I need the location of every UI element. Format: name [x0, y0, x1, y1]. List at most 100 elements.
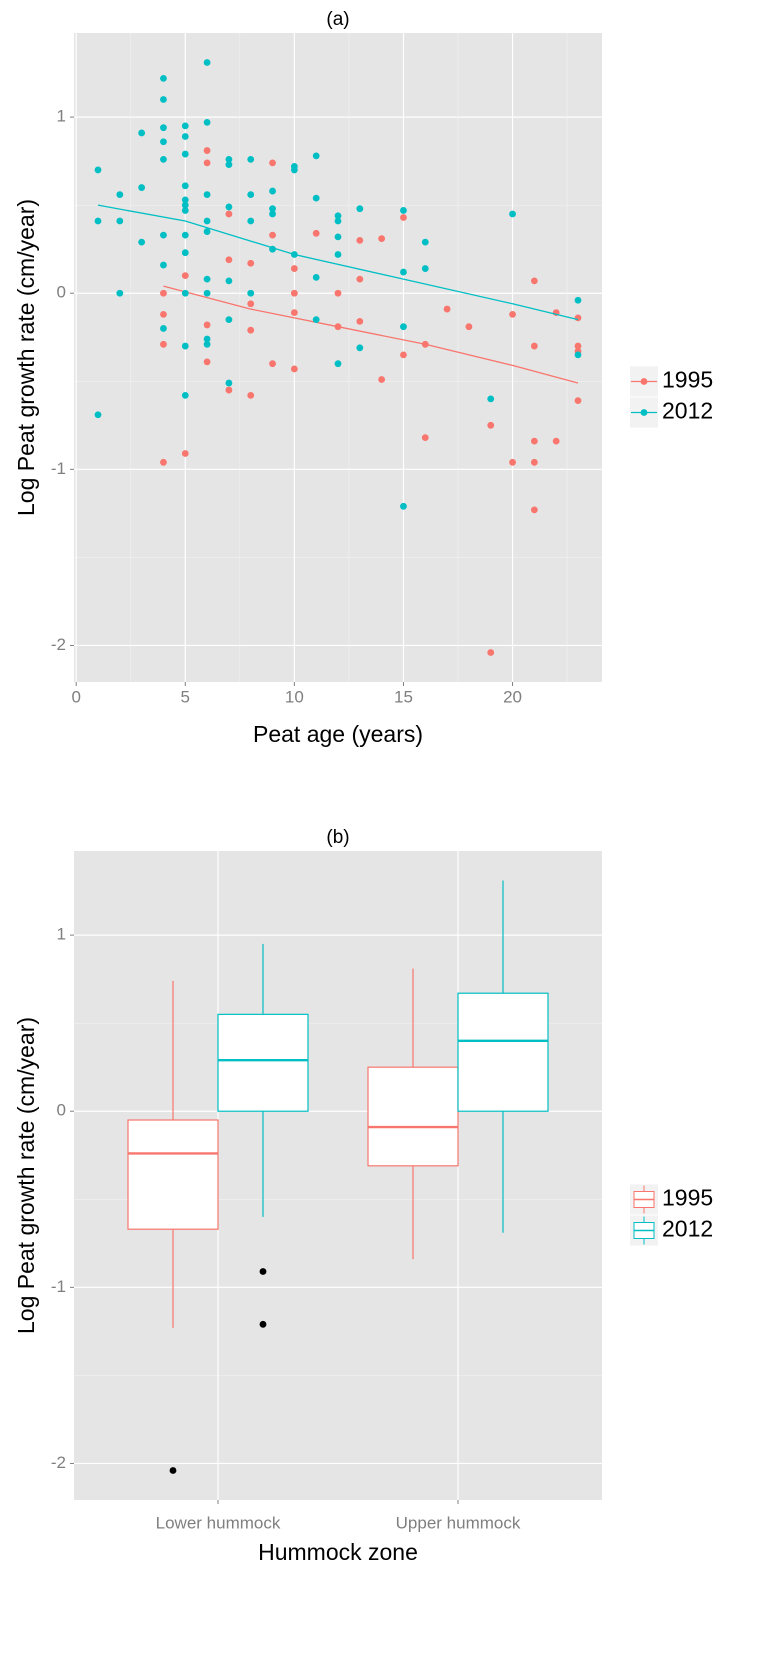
point [509, 210, 516, 218]
point [530, 437, 538, 445]
y-tick-label: 1 [57, 107, 66, 126]
x-tick-label: 20 [503, 687, 522, 706]
point [160, 310, 167, 318]
point [203, 321, 211, 329]
point [181, 272, 189, 280]
outlier [259, 1320, 267, 1328]
point [116, 217, 124, 225]
point [203, 59, 211, 66]
point [334, 289, 342, 297]
point [465, 323, 473, 331]
point [160, 289, 167, 297]
point [421, 434, 429, 442]
point [160, 96, 167, 103]
point [225, 277, 233, 285]
point [181, 182, 189, 190]
point [160, 74, 167, 82]
point [160, 231, 167, 239]
point [312, 316, 320, 324]
point [290, 166, 298, 174]
x-tick-label: Upper hummock [396, 1513, 521, 1532]
point [312, 152, 320, 160]
point [269, 205, 276, 213]
outlier [259, 1268, 267, 1275]
point [203, 275, 211, 283]
point [443, 305, 451, 313]
point [181, 231, 189, 239]
point [160, 261, 167, 269]
chart-title: (a) [326, 9, 349, 30]
point [160, 124, 167, 132]
point [530, 342, 538, 350]
x-tick-label: 5 [181, 687, 190, 706]
point [225, 155, 233, 163]
y-tick-label: 0 [57, 1101, 66, 1120]
point [356, 275, 364, 283]
point [574, 397, 582, 405]
point [203, 118, 211, 126]
point [160, 325, 167, 332]
point [203, 147, 211, 154]
point [94, 166, 102, 174]
point [181, 289, 189, 297]
legend-label: 2012 [662, 1216, 713, 1242]
point [225, 379, 233, 387]
point [290, 265, 298, 272]
point [269, 210, 276, 218]
point [312, 229, 320, 237]
point [530, 506, 538, 514]
point [247, 326, 255, 334]
point [181, 196, 189, 204]
x-tick-label: Lower hummock [156, 1513, 281, 1532]
box [367, 1066, 459, 1167]
point [203, 335, 211, 343]
legend-point [640, 378, 648, 385]
box [127, 1119, 219, 1230]
point [94, 411, 102, 419]
trend-line [163, 285, 579, 384]
point [181, 201, 189, 209]
point [203, 191, 211, 198]
point [334, 360, 342, 368]
point [181, 450, 189, 457]
point [247, 155, 255, 163]
point [225, 386, 233, 394]
point [269, 159, 276, 167]
box [217, 1013, 309, 1112]
point [181, 133, 189, 140]
point [356, 205, 364, 213]
point [160, 340, 167, 348]
point [225, 203, 233, 211]
point [487, 649, 495, 656]
chart-title: (b) [326, 827, 349, 848]
point [290, 309, 298, 316]
point [530, 458, 538, 466]
point [160, 155, 167, 163]
point [160, 138, 167, 146]
point [247, 391, 255, 399]
point [269, 360, 276, 368]
point [247, 191, 255, 198]
point [269, 231, 276, 239]
point [247, 289, 255, 297]
point [334, 212, 342, 220]
point [487, 421, 495, 429]
point [181, 391, 189, 399]
point [400, 351, 407, 359]
point [312, 273, 320, 281]
point [225, 161, 233, 169]
point [421, 238, 429, 246]
point [356, 317, 364, 325]
point [574, 314, 582, 322]
y-tick-label: 1 [57, 925, 66, 944]
point [334, 233, 342, 241]
y-tick-label: -1 [51, 1277, 66, 1296]
legend-point [640, 409, 648, 416]
point [181, 342, 189, 350]
point [94, 217, 102, 225]
point [312, 194, 320, 202]
point [290, 365, 298, 373]
point [203, 340, 211, 348]
point [160, 458, 167, 466]
point [400, 502, 407, 510]
